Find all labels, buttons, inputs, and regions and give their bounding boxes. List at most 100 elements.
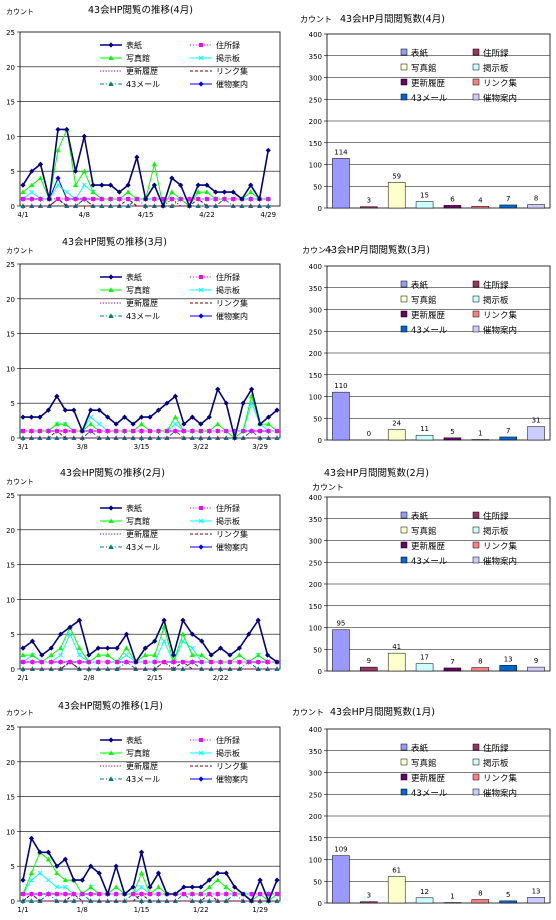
legend-swatch: [400, 78, 408, 86]
data-point: [46, 196, 52, 202]
x-tick-label: 4/8: [79, 211, 90, 219]
chart-title: 43会HP月間閲覧数(1月): [330, 706, 435, 718]
bar: [499, 204, 517, 209]
data-point: [80, 892, 85, 897]
data-point: [156, 892, 161, 897]
data-point: [29, 182, 35, 188]
data-point: [105, 652, 111, 658]
data-point: [28, 870, 35, 876]
data-point: [28, 835, 35, 841]
legend-item: 催物案内: [190, 542, 248, 552]
legend-label: 表紙: [126, 503, 142, 513]
y-tick-label: 10: [6, 133, 15, 141]
series-0: [20, 386, 280, 441]
data-point: [195, 203, 201, 208]
data-label: 7: [450, 658, 454, 666]
legend-label: 写真館: [126, 53, 150, 63]
legend-item: 表紙: [400, 48, 429, 59]
data-point: [29, 168, 35, 174]
data-point: [161, 617, 167, 623]
data-point: [48, 645, 54, 651]
data-point: [264, 666, 271, 671]
data-point: [189, 414, 195, 420]
x-tick-label: 1/15: [134, 906, 150, 914]
legend-swatch: [472, 325, 480, 333]
legend-label: 更新履歴: [411, 310, 446, 321]
bar: [471, 206, 490, 209]
data-point: [29, 638, 36, 644]
legend-label: 表紙: [126, 735, 142, 745]
y-tick-label: 400: [309, 31, 322, 39]
data-point: [148, 892, 152, 897]
legend-item: 表紙: [100, 503, 142, 513]
legend-item: リンク集: [190, 761, 248, 771]
x-tick-label: 3/8: [77, 443, 88, 451]
legend-label: 更新履歴: [411, 541, 446, 552]
data-point: [147, 414, 153, 420]
bar: [387, 182, 406, 209]
data-label: 12: [420, 888, 429, 896]
legend-item: 更新履歴: [400, 541, 446, 552]
y-tick-label: 150: [309, 372, 322, 380]
data-point: [199, 638, 205, 644]
y-tick-label: 150: [309, 603, 322, 611]
legend-swatch: [400, 743, 408, 751]
data-point: [81, 133, 87, 139]
data-point: [96, 870, 102, 876]
data-point: [258, 892, 263, 897]
data-point: [95, 645, 101, 651]
data-point: [88, 892, 93, 897]
data-point: [265, 203, 271, 208]
legend-label: 43メール: [411, 789, 448, 799]
legend-item: リンク集: [472, 541, 518, 552]
y-tick-label: 15: [6, 99, 15, 107]
y-tick-label: 300: [309, 770, 322, 778]
legend-marker: [198, 776, 204, 782]
x-tick-label: 2/22: [213, 674, 229, 682]
data-point: [77, 660, 82, 665]
y-tick-label: 5: [11, 168, 15, 176]
legend-item: 43メール: [100, 312, 160, 321]
legend-marker: [199, 43, 203, 47]
x-tick-label: 4/1: [17, 211, 28, 219]
legend-label: 催物案内: [483, 556, 517, 567]
series-line: [23, 625, 277, 664]
data-point: [213, 197, 218, 202]
legend-swatch: [472, 93, 480, 101]
legend-item: 催物案内: [190, 774, 248, 784]
data-label: 15: [420, 191, 429, 199]
data-point: [139, 892, 144, 897]
data-label: 8: [478, 658, 482, 666]
legend-swatch: [472, 773, 480, 781]
data-point: [249, 892, 254, 897]
data-point: [39, 652, 45, 658]
legend-swatch: [400, 511, 408, 519]
legend-marker: [108, 737, 114, 743]
series-line: [22, 617, 278, 664]
data-point: [215, 386, 221, 392]
y-tick-label: 5: [11, 400, 15, 408]
x-tick-label: 1/29: [252, 906, 268, 914]
chart-title: 43会HP月間閲覧数(4月): [340, 13, 445, 25]
y-tick-label: 300: [309, 307, 322, 315]
legend-item: 更新履歴: [400, 310, 446, 321]
y-tick-label: 25: [6, 724, 15, 732]
legend-item: 催物案内: [190, 79, 248, 89]
data-point: [88, 414, 94, 420]
data-point: [169, 197, 174, 202]
series-4: [23, 661, 277, 670]
data-point: [123, 645, 130, 651]
legend-marker: [108, 750, 114, 755]
y-tick-label: 100: [309, 625, 322, 633]
data-point: [96, 421, 102, 427]
legend-item: 催物案内: [472, 788, 517, 799]
data-point: [67, 624, 73, 630]
data-point: [21, 660, 25, 665]
data-point: [37, 849, 43, 855]
data-point: [248, 182, 254, 188]
bar: [499, 665, 517, 672]
data-label: 5: [506, 891, 510, 899]
data-point: [223, 884, 229, 890]
data-point: [223, 435, 229, 440]
legend-item: 住所録: [472, 511, 509, 522]
